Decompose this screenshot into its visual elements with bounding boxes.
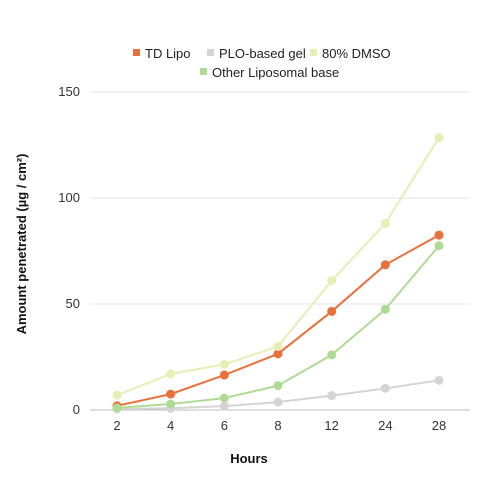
series-3 [112,241,444,413]
data-point [273,341,283,351]
legend-label: PLO-based gel [219,46,306,61]
y-axis-title: Amount penetrated (µg / cm²) [14,154,29,335]
data-point [219,359,229,369]
data-point [327,306,337,316]
data-point [327,276,337,286]
data-point [112,390,122,400]
y-axis-ticks: 0 50 100 150 [58,84,80,417]
legend-swatch [310,49,317,56]
y-tick-label: 50 [66,296,80,311]
data-point [273,381,283,391]
data-point [434,230,444,240]
data-point [273,349,283,359]
y-tick-label: 150 [58,84,80,99]
data-point [166,399,176,409]
legend-swatch [200,68,207,75]
data-point [219,370,229,380]
legend: TD Lipo PLO-based gel 80% DMSO Other Liposo… [133,46,391,80]
data-point [434,133,444,143]
x-tick-label: 12 [324,418,338,433]
legend-swatch [207,49,214,56]
legend-label: Other Liposomal base [212,65,339,80]
x-axis-title: Hours [230,451,268,466]
y-tick-label: 100 [58,190,80,205]
x-tick-label: 24 [378,418,392,433]
data-point [166,389,176,399]
legend-label: 80% DMSO [322,46,391,61]
data-point [434,375,444,385]
legend-item: Other Liposomal base [200,65,339,80]
x-tick-label: 2 [113,418,120,433]
legend-item: TD Lipo [133,46,191,61]
data-point [327,350,337,360]
data-point [380,260,390,270]
x-tick-label: 8 [274,418,281,433]
data-point [273,397,283,407]
data-point [112,403,122,413]
series-line [116,234,440,407]
grid-lines [90,91,470,411]
data-point [380,383,390,393]
x-tick-label: 28 [432,418,446,433]
x-tick-label: 6 [221,418,228,433]
data-point [219,401,229,411]
data-point [380,218,390,228]
x-axis-ticks: 2 4 6 8 12 24 28 [113,418,446,433]
series-group [112,133,444,414]
data-point [219,393,229,403]
legend-swatch [133,49,140,56]
x-tick-label: 4 [167,418,174,433]
legend-item: PLO-based gel [207,46,306,61]
legend-item: 80% DMSO [310,46,391,61]
y-tick-label: 0 [73,402,80,417]
data-point [327,391,337,401]
data-point [434,241,444,251]
data-point [380,304,390,314]
legend-label: TD Lipo [145,46,191,61]
data-point [166,369,176,379]
series-2 [112,133,444,400]
